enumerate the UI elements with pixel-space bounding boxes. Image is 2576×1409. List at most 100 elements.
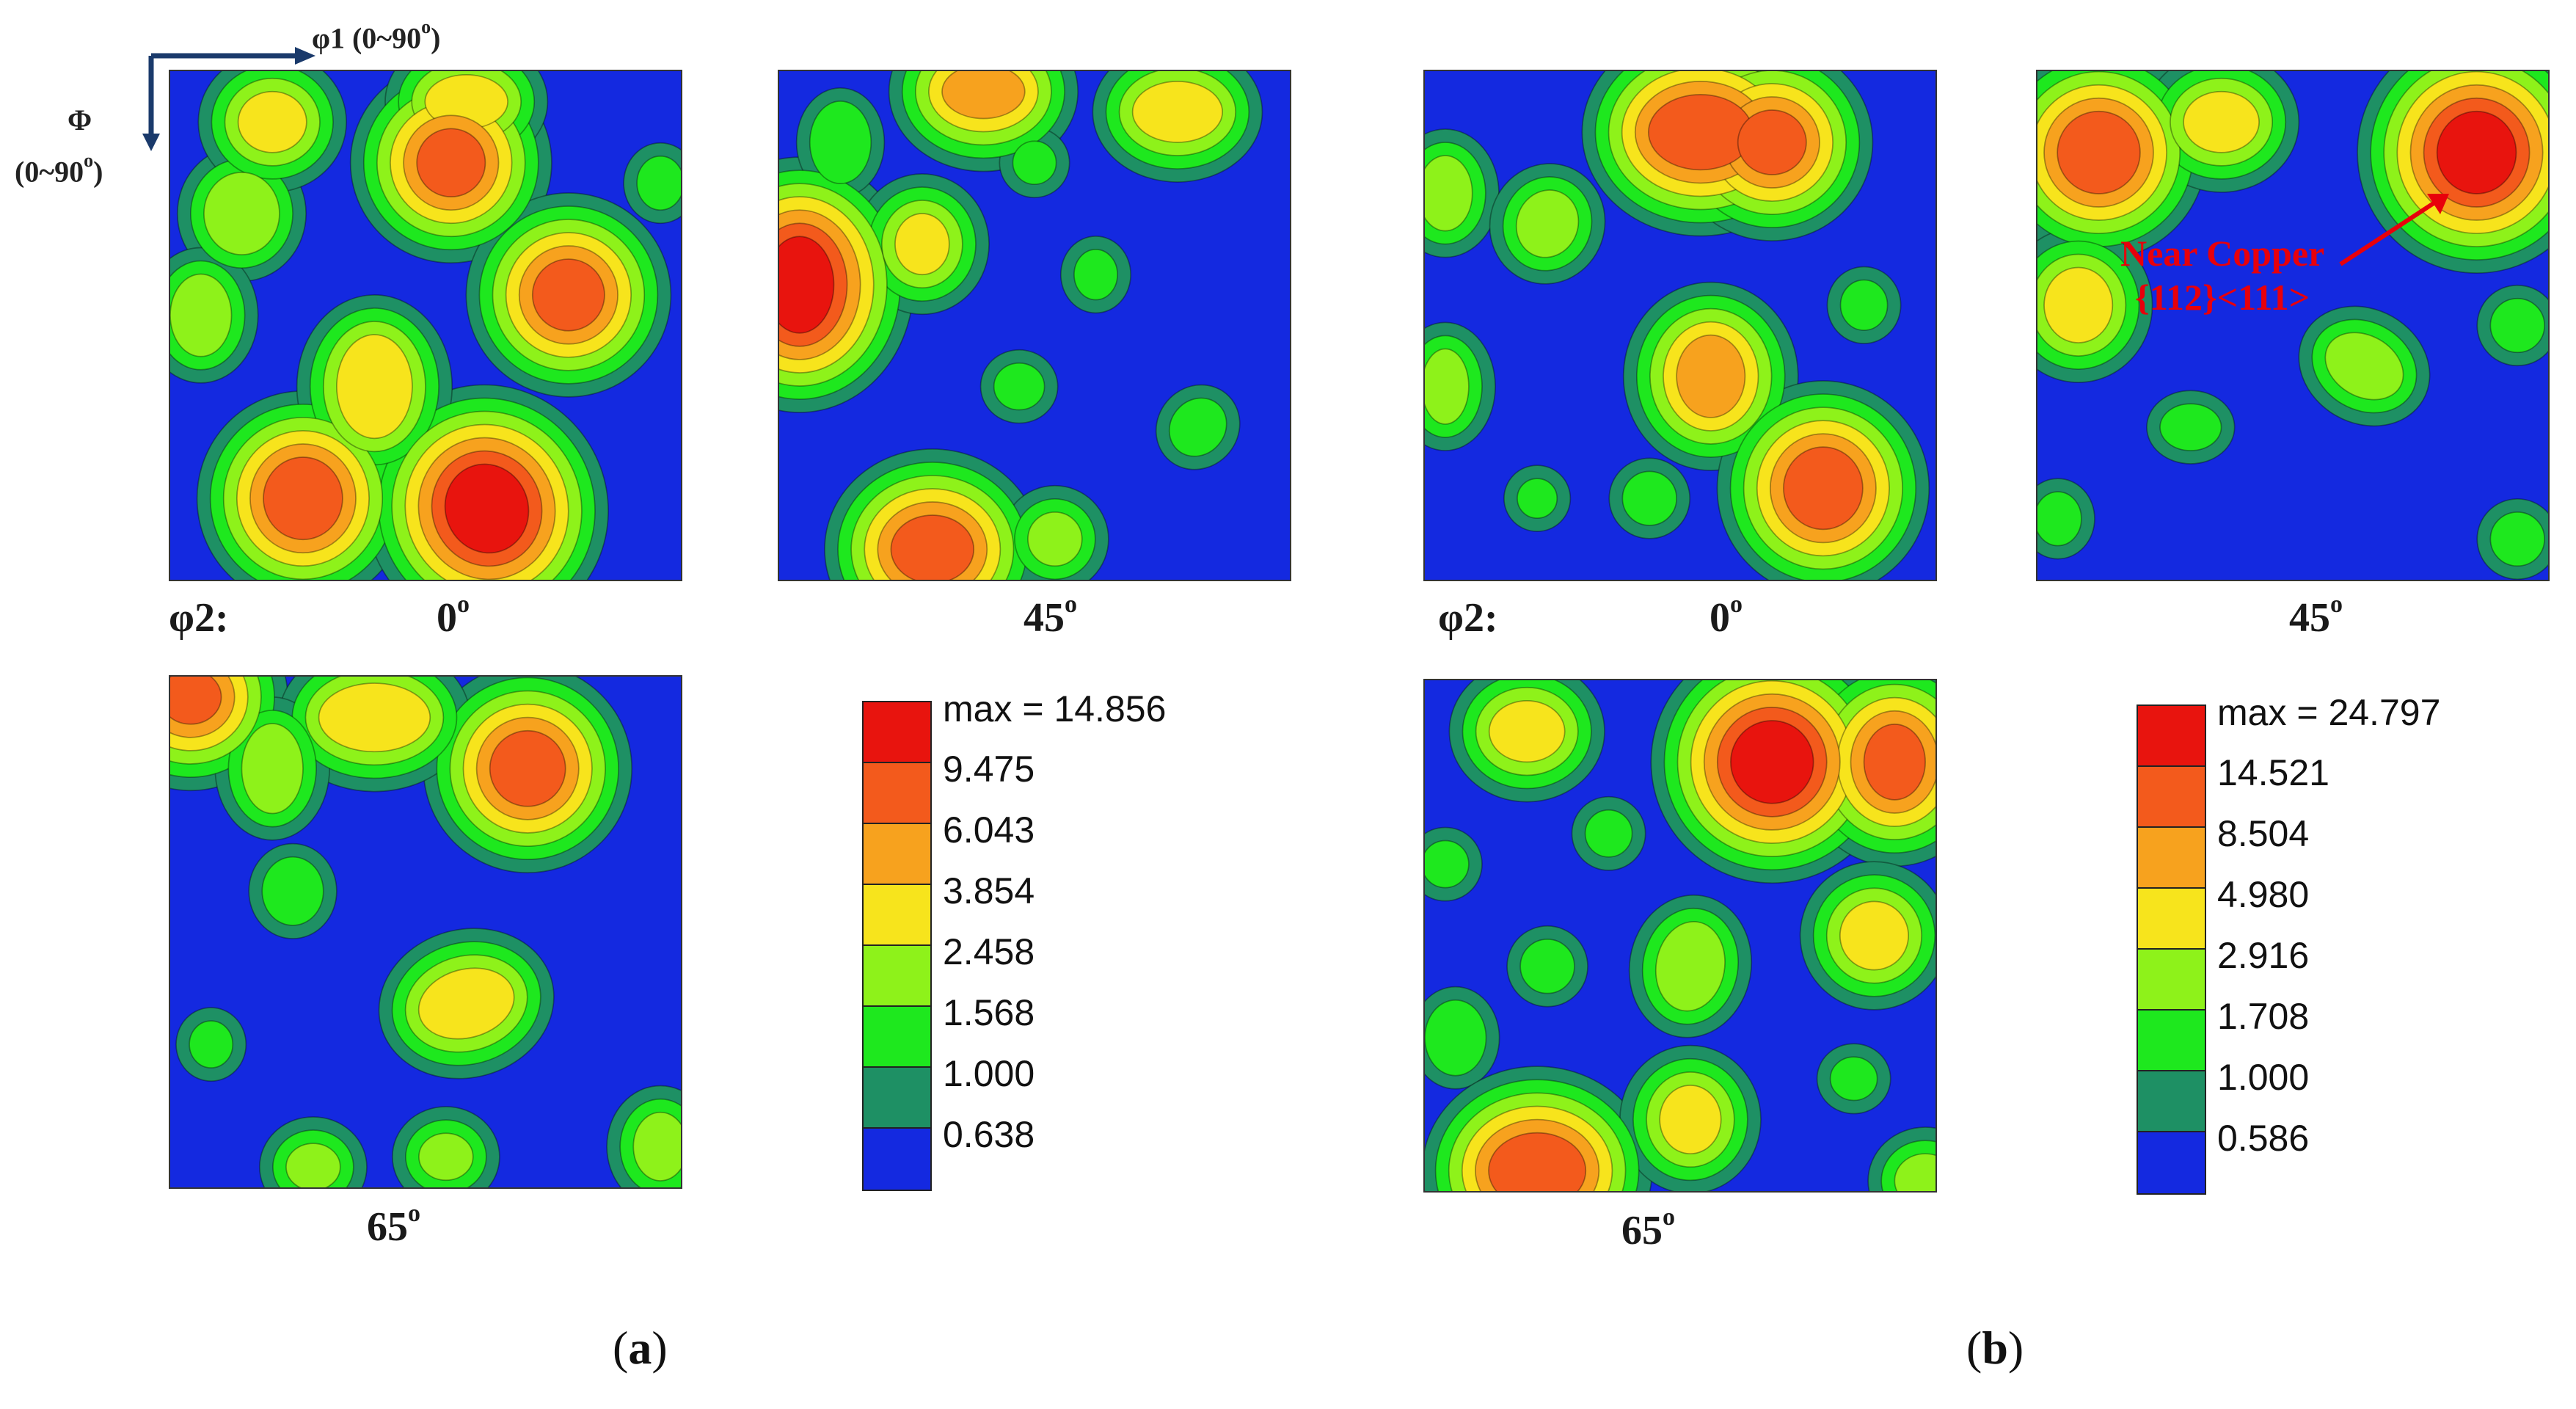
legend-b-level-7: 0.586 [2217, 1118, 2310, 1159]
odf-section-b-phi2-65 [1423, 679, 1937, 1193]
legend-a-swatch-4 [864, 885, 930, 946]
b0-peak-2-level-5 [1676, 334, 1746, 418]
phi2-prefix-b: φ2: [1438, 595, 1498, 641]
a0-peak-5-level-6 [531, 258, 605, 332]
section-label-b-45: 45o [2289, 591, 2343, 641]
legend-b-max: max = 24.797 [2217, 692, 2441, 733]
legend-b-swatch-8 [2138, 1132, 2205, 1193]
a45-peak-2-level-2 [809, 101, 872, 185]
b0-peak-3-level-6 [1783, 446, 1864, 531]
legend-a-swatch-2 [864, 763, 930, 824]
b65-peak-6-level-2 [1519, 939, 1575, 994]
a45-peak-0-level-7 [779, 236, 835, 334]
legend-b-level-5: 1.708 [2217, 996, 2310, 1037]
section-label-a-45: 45o [1024, 591, 1077, 641]
a65-peak-5-level-3 [418, 1132, 474, 1182]
a65-peak-4-level-4 [417, 967, 515, 1040]
a45-peak-7-level-2 [1168, 397, 1227, 457]
Phi-axis-range: (0~90o) [15, 150, 103, 189]
a45-peak-5-level-2 [1073, 249, 1118, 301]
a0-peak-8-level-4 [237, 90, 307, 153]
legend-a-swatch-6 [864, 1007, 930, 1068]
legend-a-swatch-3 [864, 824, 930, 885]
legend-a-level-1: 9.475 [943, 749, 1035, 790]
legend-b-colorbar [2137, 704, 2206, 1195]
b45-peak-3-level-4 [2043, 266, 2114, 343]
b45-contours [2037, 71, 2548, 580]
a65-peak-3-level-3 [241, 723, 304, 815]
section-label-a-0: 0o [437, 591, 470, 641]
legend-b-level-6: 1.000 [2217, 1057, 2310, 1098]
legend-a-level-3: 3.854 [943, 870, 1035, 911]
b65-peak-11-level-3 [1894, 1153, 1935, 1191]
legend-b-level-3: 4.980 [2217, 874, 2310, 915]
legend-b-swatch-2 [2138, 767, 2205, 828]
b45-peak-4-level-3 [2324, 332, 2404, 401]
legend-b-swatch-7 [2138, 1071, 2205, 1132]
b65-contours [1425, 680, 1935, 1191]
section-label-b-65: 65o [1621, 1204, 1675, 1253]
legend-b-level-4: 2.916 [2217, 935, 2310, 976]
b45-peak-5-level-2 [2159, 403, 2222, 451]
b65-peak-2-level-4 [1839, 900, 1909, 971]
legend-a-colorbar [862, 701, 932, 1191]
legend-b-swatch-5 [2138, 950, 2205, 1011]
legend-b-swatch-4 [2138, 889, 2205, 950]
a45-peak-8-level-5 [941, 71, 1026, 120]
a0-peak-1-level-3 [170, 273, 233, 357]
axis-arrows [142, 47, 315, 151]
a45-peak-1-level-4 [894, 213, 950, 276]
legend-a-swatch-8 [864, 1129, 930, 1190]
caption-b: (b) [1966, 1322, 2024, 1374]
b65-peak-1-level-6 [1863, 723, 1926, 801]
odf-section-b-phi2-0 [1423, 70, 1937, 581]
a0-peak-0-level-3 [203, 172, 280, 256]
a0-peak-2-level-6 [263, 456, 343, 541]
a0-peak-9-level-2 [636, 155, 681, 211]
a65-peak-8-level-2 [189, 1020, 234, 1069]
b45-peak-7-level-2 [2489, 511, 2545, 567]
b65-peak-4-level-3 [1654, 921, 1726, 1012]
legend-b-level-1: 14.521 [2217, 752, 2329, 793]
b45-peak-1-level-6 [2057, 110, 2141, 194]
b45-peak-0-level-7 [2436, 110, 2517, 194]
odf-section-b-phi2-45 [2036, 70, 2550, 581]
legend-a-swatch-7 [864, 1068, 930, 1129]
Phi-axis-symbol: Φ [67, 103, 92, 136]
section-label-b-0: 0o [1710, 591, 1743, 641]
b65-peak-8-level-6 [1488, 1132, 1587, 1191]
a65-peak-7-level-3 [632, 1111, 681, 1182]
a0-peak-4-level-6 [416, 128, 486, 198]
b65-peak-10-level-2 [1829, 1056, 1878, 1102]
b0-peak-5-level-3 [1425, 348, 1470, 425]
legend-a-max: max = 14.856 [943, 688, 1167, 729]
legend-b-swatch-3 [2138, 828, 2205, 889]
a45-contours [779, 71, 1290, 580]
b65-peak-5-level-2 [1584, 809, 1633, 858]
a65-peak-1-level-6 [489, 729, 566, 807]
legend-a-level-7: 0.638 [943, 1114, 1035, 1155]
b65-peak-9-level-4 [1659, 1085, 1722, 1155]
b0-peak-0-level-6 [1647, 94, 1754, 171]
b0-contours [1425, 71, 1935, 580]
legend-a-level-5: 1.568 [943, 992, 1035, 1033]
a0-peak-3-level-7 [444, 463, 530, 554]
legend-a-swatch-5 [864, 946, 930, 1007]
b0-peak-1-level-6 [1737, 109, 1807, 175]
legend-b-swatch-1 [2138, 706, 2205, 767]
a65-peak-9-level-2 [261, 856, 324, 926]
odf-section-a-phi2-45 [778, 70, 1291, 581]
a45-peak-6-level-2 [993, 362, 1046, 411]
a65-contours [170, 677, 681, 1187]
b0-peak-4-level-3 [1425, 155, 1473, 232]
a65-peak-6-level-3 [285, 1143, 341, 1187]
phi2-prefix-a: φ2: [169, 595, 229, 641]
legend-b-level-2: 8.504 [2217, 813, 2310, 854]
phi1-axis-label: φ1 (0~90o) [312, 16, 441, 55]
a65-peak-2-level-4 [318, 682, 431, 753]
b0-peak-8-level-2 [1839, 279, 1889, 331]
legend-b-swatch-6 [2138, 1011, 2205, 1071]
a65-peak-0-level-6 [170, 677, 222, 725]
legend-a-level-4: 2.458 [943, 931, 1035, 972]
b45-peak-8-level-2 [2037, 491, 2082, 547]
